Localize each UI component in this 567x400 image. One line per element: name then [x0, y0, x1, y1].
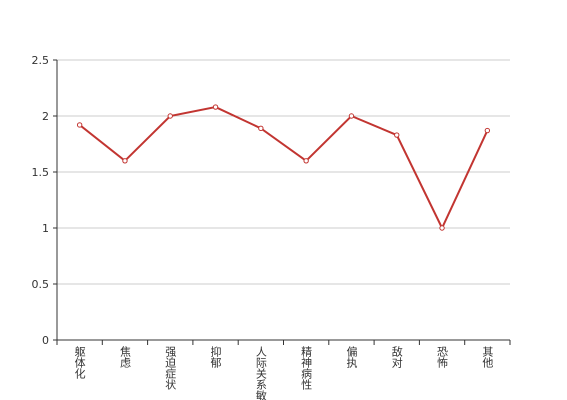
point [439, 225, 445, 231]
x-tick-label: 偏执 [345, 345, 358, 369]
y-tick-label: 0 [42, 334, 49, 347]
y-tick-label: 2 [42, 110, 49, 123]
x-tick-label: 抑郁 [209, 345, 222, 368]
x-tick-label: 恐怖 [436, 346, 449, 368]
y-tick-label: 1.5 [32, 166, 50, 179]
x-tick-label: 精神病性 [300, 346, 313, 391]
point [484, 127, 491, 134]
x-tick-label: 躯体化 [73, 346, 86, 380]
x-tick-label: 敌对 [390, 345, 403, 368]
y-tick-label: 2.5 [32, 54, 50, 67]
point [258, 125, 264, 132]
x-tick-label: 其他 [481, 346, 494, 368]
x-tick-label: 强迫症状 [164, 346, 177, 390]
point [348, 113, 355, 119]
point [76, 122, 83, 128]
y-tick-label: 0.5 [32, 278, 50, 291]
point [212, 104, 219, 110]
point [394, 132, 400, 138]
x-tick-label: 焦虑 [118, 346, 131, 368]
point [303, 158, 309, 164]
line [79, 105, 489, 231]
y-tick-label: 1 [42, 222, 49, 235]
point [122, 158, 128, 164]
point [167, 113, 173, 119]
x-tick-label: 人际关系敏感 [254, 346, 267, 400]
